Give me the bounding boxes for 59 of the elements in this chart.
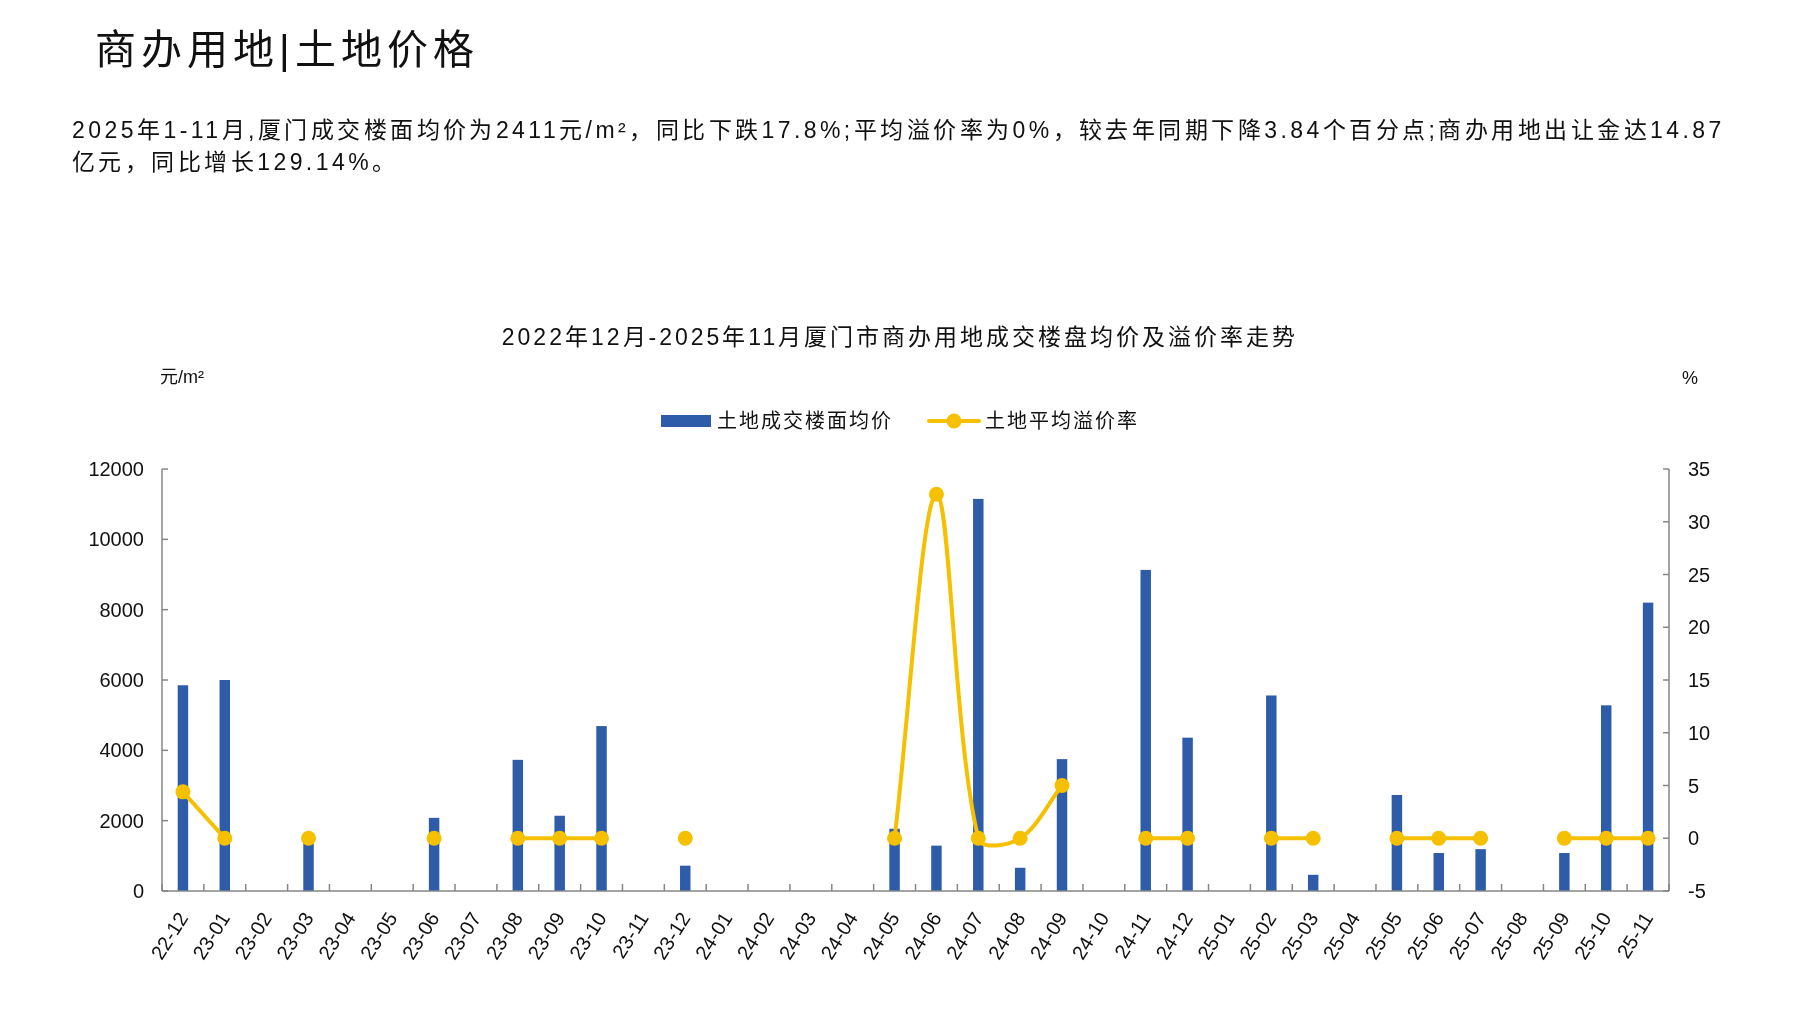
bar <box>303 841 314 891</box>
y-tick-label: 8000 <box>99 598 144 621</box>
bar <box>1266 695 1277 891</box>
y-tick-label: 4000 <box>99 739 144 762</box>
y2-tick-label: -5 <box>1688 880 1706 902</box>
y-tick-label: 10000 <box>88 528 144 551</box>
bar <box>973 498 984 891</box>
point <box>175 784 191 800</box>
point <box>1389 830 1405 846</box>
point <box>677 830 693 846</box>
y2-tick-label: 20 <box>1688 616 1711 639</box>
text: 商办用地|土地价格 <box>95 27 479 73</box>
y2-tick-label: 15 <box>1688 669 1711 691</box>
bar <box>1014 867 1026 891</box>
point <box>426 830 442 846</box>
point <box>1431 830 1447 846</box>
point <box>1263 830 1279 846</box>
chart-title: 2022年12月-2025年11月厦门市商办用地成交楼盘均价及溢价率走势 <box>501 324 1299 350</box>
bar <box>1559 853 1570 891</box>
point <box>928 486 944 502</box>
point <box>552 830 568 846</box>
legend-label: 土地成交楼面均价 <box>717 410 893 432</box>
y2-tick-label: 35 <box>1688 458 1711 480</box>
point <box>1556 830 1572 846</box>
point <box>1640 830 1656 846</box>
point <box>301 830 317 846</box>
y-tick-label: 0 <box>132 880 144 902</box>
bar <box>1182 737 1193 891</box>
y-tick-label: 12000 <box>88 458 144 480</box>
y2-tick-label: 30 <box>1688 510 1711 533</box>
bar <box>1475 849 1486 891</box>
y-axis-title: 元/m² <box>160 367 204 387</box>
point <box>1598 830 1614 846</box>
text: 2025年1-11月,厦门成交楼面均价为2411元/m²，同比下跌17.8%;平均溢价率为0%，较去年同期下降3.84个百分点;商办用地出让金达14.87亿元，同比增长129.14%。 <box>72 117 1725 175</box>
point <box>1012 830 1028 846</box>
bar <box>931 845 942 891</box>
bar <box>1433 853 1444 891</box>
y2-tick-label: 25 <box>1688 563 1711 586</box>
point <box>1138 830 1154 846</box>
point <box>594 830 610 846</box>
y-tick-label: 6000 <box>99 669 144 691</box>
point <box>510 830 526 846</box>
bar <box>1140 569 1151 891</box>
point <box>970 830 986 846</box>
legend-label: 土地平均溢价率 <box>985 410 1139 432</box>
point <box>1473 830 1489 846</box>
y2-axis-title: % <box>1681 368 1699 388</box>
point <box>887 830 903 846</box>
bar <box>596 726 607 891</box>
y-tick-label: 2000 <box>99 809 144 832</box>
point <box>1180 830 1196 846</box>
y2-tick-label: 0 <box>1688 827 1700 850</box>
point <box>217 830 233 846</box>
point <box>1054 778 1070 793</box>
bar <box>680 865 691 891</box>
y2-tick-label: 10 <box>1688 721 1711 744</box>
bar <box>1642 602 1654 891</box>
point <box>1305 830 1321 846</box>
y2-tick-label: 5 <box>1688 774 1700 797</box>
